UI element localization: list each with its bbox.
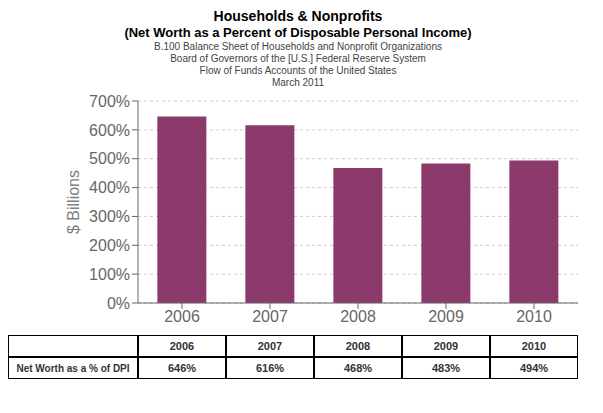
- html-text:2007: 2007: [257, 340, 283, 352]
- svg-text:0%: 0%: [107, 295, 130, 312]
- html-text:646%: 646%: [167, 362, 197, 374]
- html-text:Flow of Funds Accounts of the: Flow of Funds Accounts of the United Sta…: [199, 65, 397, 76]
- svg-text:700%: 700%: [89, 93, 130, 110]
- svg-text:100%: 100%: [89, 266, 130, 283]
- svg-text:200%: 200%: [89, 237, 130, 254]
- html-text:March 2011: March 2011: [272, 77, 324, 88]
- svg-text:2009: 2009: [428, 308, 464, 325]
- svg-text:300%: 300%: [89, 208, 130, 225]
- html-text:Net Worth as a % of DPI: Net Worth as a % of DPI: [16, 362, 130, 374]
- html-text:2006: 2006: [169, 340, 195, 352]
- html-text:494%: 494%: [519, 362, 549, 374]
- html-text:2009: 2009: [433, 340, 459, 352]
- svg-text:2007: 2007: [252, 308, 288, 325]
- html-text:Households & Nonprofits: Households & Nonprofits: [213, 8, 383, 24]
- svg-text:2008: 2008: [340, 308, 376, 325]
- html-text:B.100 Balance Sheet of Househo: B.100 Balance Sheet of Households and No…: [154, 41, 442, 52]
- svg-text:2010: 2010: [516, 308, 552, 325]
- html-text:616%: 616%: [255, 362, 285, 374]
- svg-text:2006: 2006: [164, 308, 200, 325]
- html-text:468%: 468%: [343, 362, 373, 374]
- html-text:483%: 483%: [431, 362, 461, 374]
- svg-text:$ Billions: $ Billions: [65, 170, 82, 234]
- html-text:2010: 2010: [521, 340, 547, 352]
- svg-text:600%: 600%: [89, 122, 130, 139]
- html-text:(Net Worth as a Percent of Dis: (Net Worth as a Percent of Disposable Pe…: [124, 25, 472, 40]
- svg-text:500%: 500%: [89, 150, 130, 167]
- html-text:2008: 2008: [345, 340, 371, 352]
- html-text:Board of Governors of the [U.S: Board of Governors of the [U.S.] Federal…: [170, 53, 426, 64]
- svg-text:400%: 400%: [89, 179, 130, 196]
